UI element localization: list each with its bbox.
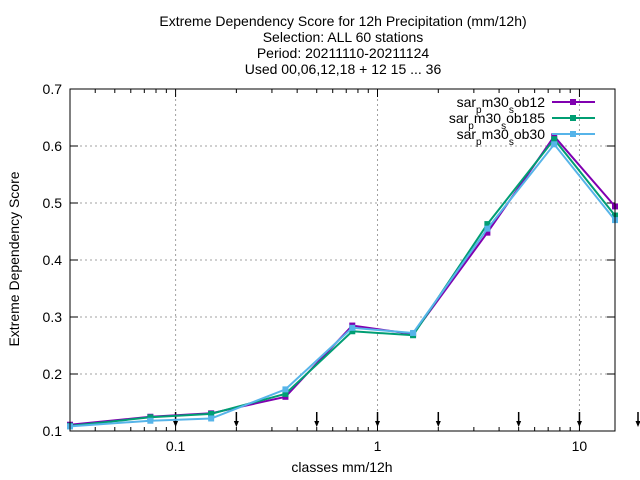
class-marker-arrowhead (435, 421, 441, 427)
y-tick-label: 0.4 (43, 252, 63, 268)
title-line-4: Used 00,06,12,18 + 12 15 ... 36 (245, 61, 442, 77)
y-tick-label: 0.5 (43, 195, 63, 211)
class-markers (173, 412, 640, 427)
series-lines (67, 133, 618, 430)
axis-ticks: 0.1 0.2 0.3 0.4 0.5 0.6 0.7 0.1 1 10 (43, 81, 615, 454)
legend-label: sarpm30sob185 (449, 110, 545, 132)
class-marker-arrowhead (375, 421, 381, 427)
plot-border (69, 88, 616, 432)
data-point (147, 417, 154, 424)
data-point (349, 324, 356, 331)
legend-label: sarpm30sob12 (457, 94, 546, 116)
x-tick-label: 0.1 (166, 438, 186, 454)
x-axis-label: classes mm/12h (291, 459, 392, 475)
class-marker-arrowhead (576, 421, 582, 427)
series-line-2 (69, 142, 616, 428)
series-line-1 (69, 137, 616, 427)
data-point (551, 136, 558, 143)
chart-title: Extreme Dependency Score for 12h Precipi… (159, 13, 526, 77)
class-marker-arrowhead (635, 421, 640, 427)
data-point (208, 415, 215, 422)
data-point (484, 221, 491, 228)
y-tick-label: 0.1 (43, 423, 63, 439)
data-point (208, 410, 215, 417)
class-marker-arrowhead (173, 421, 179, 427)
data-point (282, 386, 289, 393)
legend-swatch-marker (570, 99, 576, 105)
title-line-3: Period: 20211110-20211124 (257, 45, 430, 61)
x-tick-label: 10 (572, 438, 588, 454)
y-tick-label: 0.2 (43, 366, 63, 382)
data-point (282, 390, 289, 397)
class-marker-arrowhead (314, 421, 320, 427)
title-line-2: Selection: ALL 60 stations (263, 29, 424, 45)
series-line-0 (69, 134, 616, 426)
legend-label: sarpm30sob30 (457, 126, 546, 148)
legend-swatch-marker (570, 131, 576, 137)
y-tick-label: 0.3 (43, 309, 63, 325)
class-marker-arrowhead (233, 421, 239, 427)
data-point (551, 141, 558, 148)
y-tick-label: 0.7 (43, 81, 63, 97)
data-point (484, 225, 491, 232)
data-point (410, 329, 417, 336)
data-point (147, 414, 154, 421)
data-point (484, 229, 491, 236)
title-line-1: Extreme Dependency Score for 12h Precipi… (159, 13, 526, 29)
y-tick-label: 0.6 (43, 138, 63, 154)
class-marker-arrowhead (516, 421, 522, 427)
data-point (349, 328, 356, 335)
y-axis-label: Extreme Dependency Score (6, 171, 22, 346)
legend-swatch-marker (570, 115, 576, 121)
x-tick-label: 1 (374, 438, 382, 454)
